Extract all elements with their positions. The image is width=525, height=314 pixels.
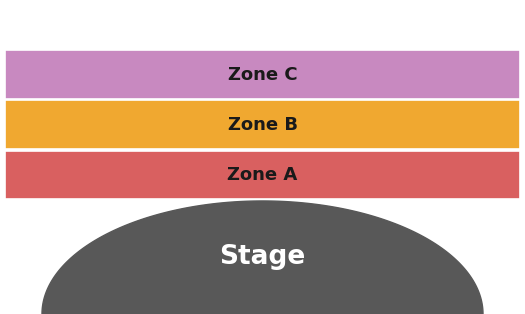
Text: Zone A: Zone A [227, 166, 298, 184]
Text: Zone C: Zone C [228, 66, 297, 84]
Bar [5, 151, 520, 199]
Text: Stage: Stage [219, 245, 306, 270]
Bar [5, 100, 520, 149]
Text: Zone B: Zone B [227, 116, 298, 134]
Polygon shape [42, 201, 483, 314]
Bar [5, 50, 520, 99]
